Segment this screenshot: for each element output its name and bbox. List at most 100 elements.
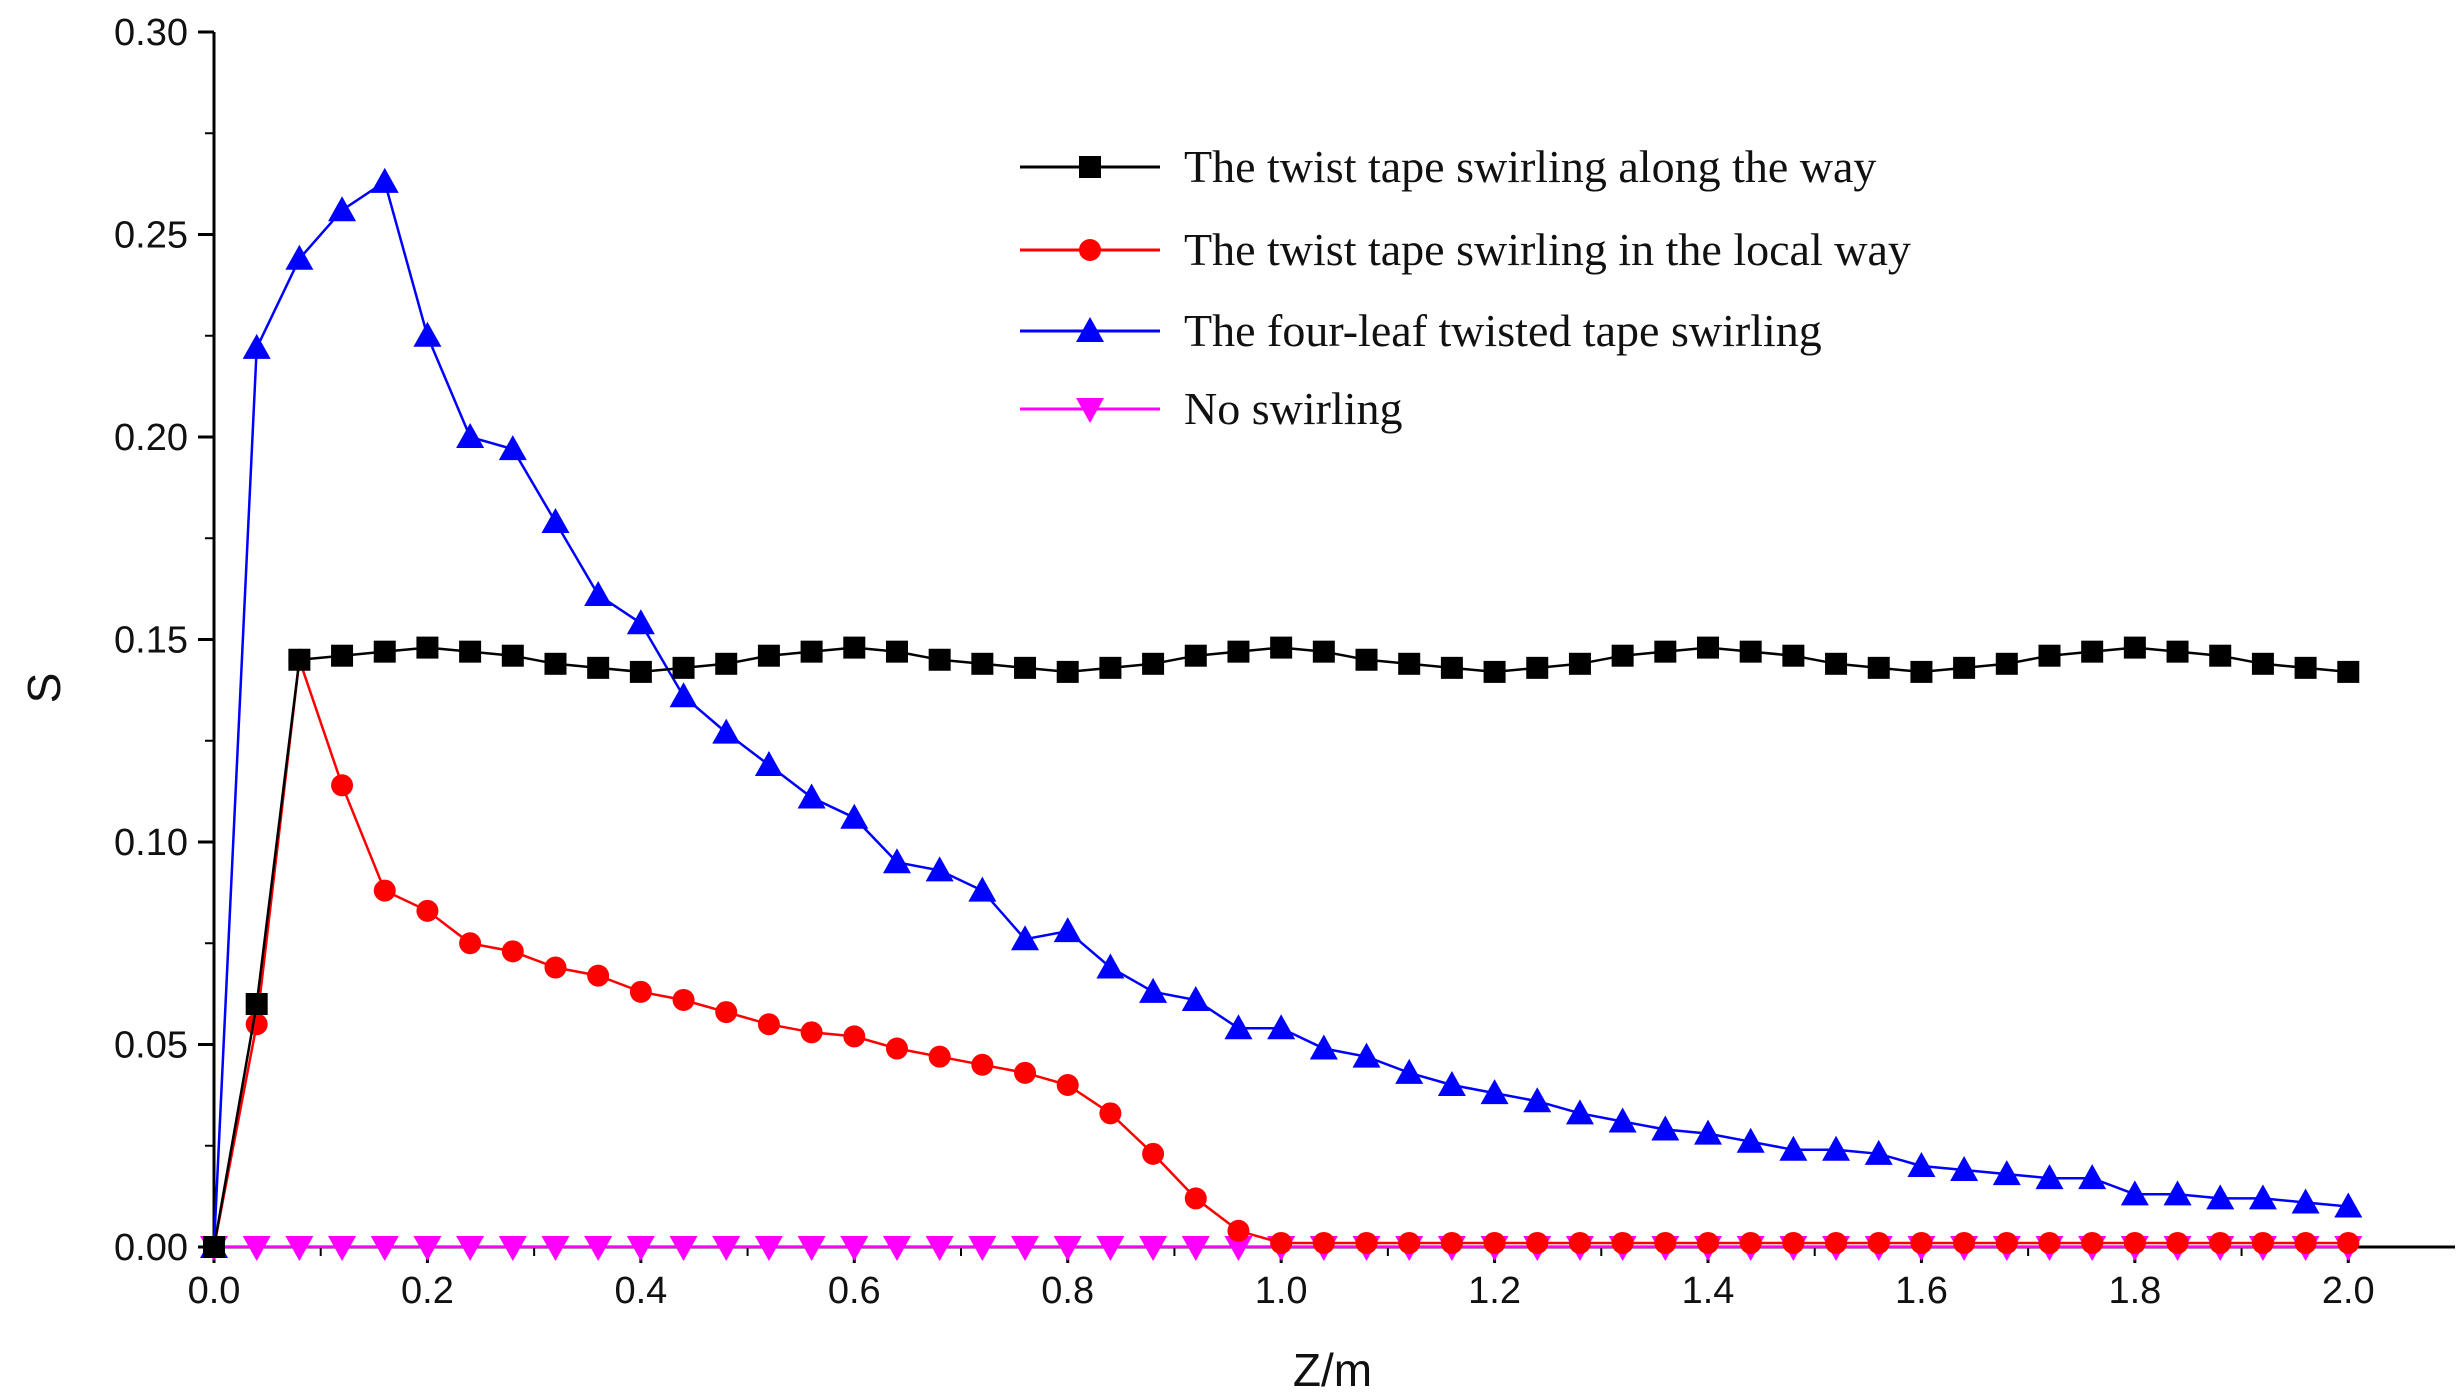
y-tick-label: 0.15: [114, 620, 188, 662]
data-point: [925, 1236, 954, 1261]
data-point: [1270, 636, 1293, 659]
data-point: [587, 656, 610, 679]
data-point: [1142, 652, 1165, 675]
data-point: [1523, 1087, 1552, 1113]
data-point: [498, 1236, 527, 1261]
data-point: [2123, 636, 2146, 659]
data-point: [1825, 652, 1848, 675]
data-point: [1697, 636, 1719, 659]
data-point: [1654, 1231, 1677, 1254]
data-point: [1395, 1058, 1424, 1084]
legend-label: The four-leaf twisted tape swirling: [1184, 305, 1822, 356]
data-point: [2294, 656, 2317, 679]
data-point: [2166, 640, 2189, 663]
data-point: [1398, 652, 1421, 675]
x-tick-label: 1.4: [1682, 1270, 1735, 1312]
data-point: [1995, 652, 2018, 675]
data-point: [1398, 1231, 1421, 1254]
data-point: [544, 956, 567, 979]
data-point: [1181, 985, 1210, 1011]
data-point: [331, 644, 354, 667]
legend: The twist tape swirling along the way The…: [1020, 141, 1911, 434]
data-point: [587, 964, 610, 987]
data-point: [2209, 1231, 2232, 1254]
data-point: [1011, 1236, 1040, 1261]
data-point: [1267, 1014, 1296, 1040]
data-point: [968, 876, 997, 902]
data-point: [843, 636, 866, 659]
data-point: [1992, 1160, 2021, 1186]
data-point: [1056, 1074, 1079, 1096]
data-point: [672, 656, 695, 679]
data-point: [1184, 644, 1207, 667]
data-point: [797, 783, 826, 809]
data-point: [370, 1236, 399, 1261]
data-point: [1440, 656, 1463, 679]
data-point: [712, 1236, 741, 1261]
data-point: [1782, 644, 1805, 667]
data-point: [672, 988, 695, 1011]
data-point: [2251, 1231, 2274, 1254]
data-point: [885, 1037, 908, 1060]
data-point: [1011, 925, 1040, 951]
data-point: [1309, 1034, 1338, 1060]
y-tick-label: 0.20: [114, 417, 188, 459]
data-point: [1694, 1119, 1722, 1145]
data-point: [1950, 1156, 1979, 1182]
data-point: [1782, 1231, 1805, 1254]
data-point: [1480, 1079, 1509, 1105]
data-point: [413, 1236, 442, 1261]
data-point: [1099, 656, 1122, 679]
data-point: [501, 940, 524, 963]
data-point: [797, 1236, 826, 1261]
data-point: [1565, 1099, 1594, 1125]
series-layer: [200, 167, 2363, 1261]
data-point: [1526, 1231, 1549, 1254]
legend-entry: The four-leaf twisted tape swirling: [1020, 305, 1822, 356]
x-tick-label: 0.0: [188, 1270, 241, 1312]
data-point: [285, 1236, 314, 1261]
series-line: [212, 646, 2349, 1248]
data-point: [2248, 1184, 2277, 1210]
data-point: [715, 652, 738, 675]
legend-marker: [1076, 398, 1104, 423]
data-point: [1440, 1231, 1463, 1254]
data-point: [1739, 640, 1762, 663]
data-point: [1053, 1236, 1082, 1261]
data-point: [1096, 953, 1125, 979]
x-tick-label: 0.8: [1041, 1270, 1094, 1312]
data-point: [1867, 1231, 1890, 1254]
y-axis-title: S: [18, 673, 70, 704]
data-point: [1312, 640, 1335, 663]
data-point: [2337, 1231, 2360, 1254]
data-point: [459, 640, 482, 663]
data-point: [1227, 1219, 1250, 1242]
data-point: [245, 993, 268, 1015]
data-point: [498, 435, 527, 461]
y-tick-label: 0.30: [114, 12, 188, 54]
data-point: [328, 1236, 357, 1261]
data-point: [971, 1053, 994, 1076]
data-point: [629, 660, 652, 683]
data-point: [1184, 1187, 1207, 1210]
data-point: [757, 1013, 780, 1036]
x-tick-label: 0.2: [401, 1270, 454, 1312]
data-point: [1995, 1231, 2018, 1254]
data-point: [1736, 1127, 1765, 1153]
data-point: [541, 508, 570, 534]
data-point: [331, 774, 354, 797]
legend-entry: The twist tape swirling in the local way: [1020, 224, 1911, 275]
data-point: [2251, 652, 2274, 675]
data-point: [501, 644, 524, 667]
y-tick-label: 0.00: [114, 1227, 188, 1269]
data-point: [1608, 1107, 1637, 1133]
data-point: [925, 856, 954, 882]
data-point: [1910, 1231, 1933, 1254]
legend-marker: [1079, 239, 1101, 261]
data-point: [1227, 640, 1250, 663]
axes: [212, 32, 2455, 1249]
data-point: [2123, 1231, 2146, 1254]
data-point: [2038, 644, 2061, 667]
data-point: [1867, 656, 1890, 679]
data-point: [626, 1236, 655, 1261]
